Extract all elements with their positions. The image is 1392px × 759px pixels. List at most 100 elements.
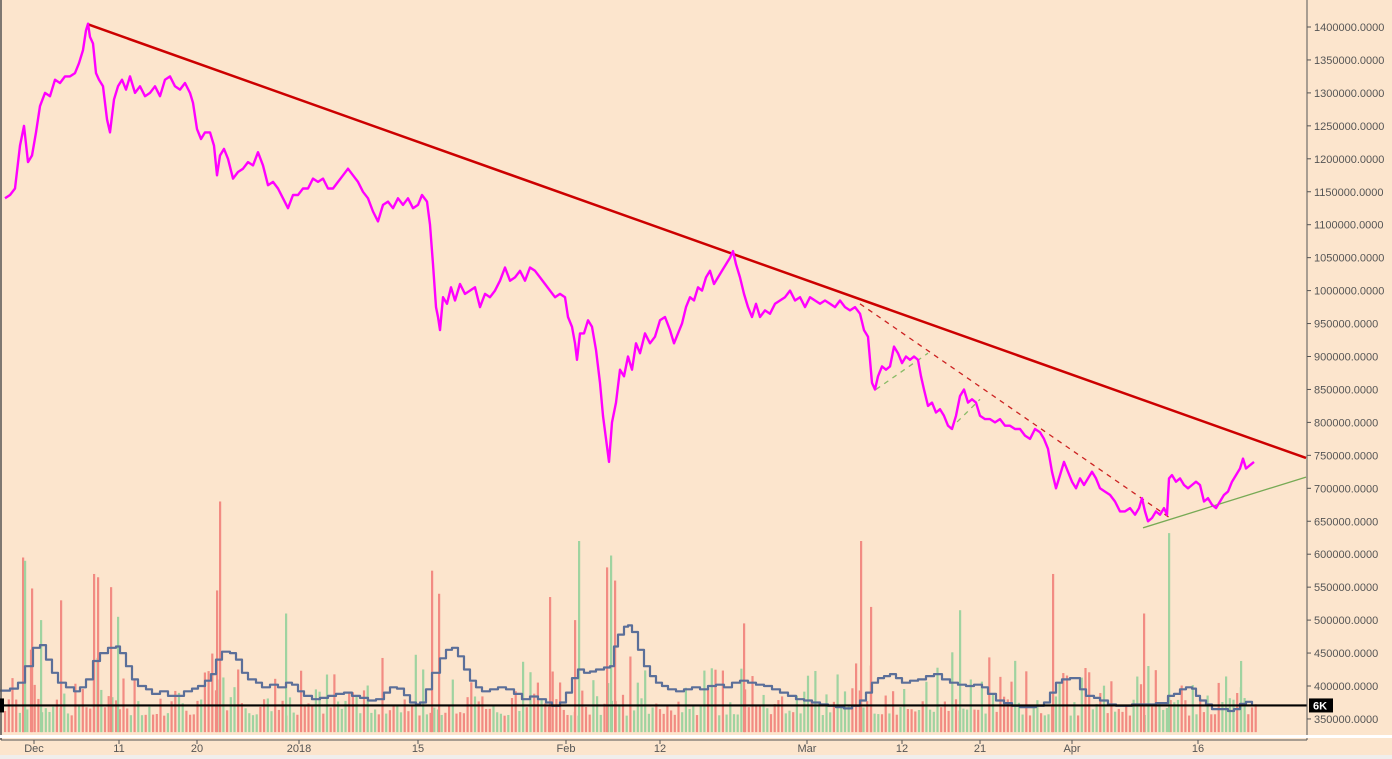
- volume-bar: [433, 707, 436, 733]
- trendline-support-2[interactable]: [949, 398, 981, 430]
- volume-bar: [832, 701, 835, 733]
- volume-bar: [1032, 706, 1035, 733]
- volume-bar: [1173, 702, 1176, 733]
- price-tick-label: 850000.0000: [1314, 384, 1378, 396]
- price-tick-label: 1250000.0000: [1314, 121, 1384, 133]
- volume-bar: [355, 695, 358, 733]
- volume-bar: [1184, 700, 1187, 733]
- volume-bar: [688, 708, 691, 733]
- volume-bar: [344, 700, 347, 733]
- price-tick-label: 1150000.0000: [1314, 187, 1384, 199]
- volume-bar: [662, 713, 665, 733]
- volume-bar: [1158, 702, 1161, 733]
- volume-bar: [248, 713, 251, 733]
- volume-bar: [921, 701, 924, 733]
- volume-bar: [44, 708, 47, 733]
- volume-bar: [1077, 715, 1080, 733]
- trendline-sub-downtrend[interactable]: [859, 303, 1171, 519]
- time-tick-label: 16: [1192, 743, 1204, 755]
- volume-bar: [1243, 698, 1246, 733]
- volume-bar: [740, 668, 743, 733]
- time-tick-label: Dec: [24, 743, 44, 755]
- volume-bar: [1217, 682, 1220, 733]
- volume-bar: [1132, 699, 1135, 733]
- time-tick-label: Mar: [798, 743, 817, 755]
- price-line: [4, 22, 1255, 523]
- volume-bar: [407, 711, 410, 733]
- volume-bar: [1240, 660, 1243, 733]
- volume-bar: [1028, 715, 1032, 733]
- volume-bar: [100, 689, 103, 733]
- volume-bar: [411, 706, 414, 733]
- volume-bar: [1165, 707, 1168, 733]
- volume-bar: [207, 671, 210, 733]
- volume-bar: [895, 714, 898, 733]
- volume-bar: [1210, 714, 1213, 733]
- volume-bar: [170, 701, 173, 733]
- volume-bar: [311, 705, 314, 733]
- trendlines[interactable]: [87, 23, 1307, 529]
- volume-bar: [1195, 714, 1198, 733]
- volume-bar: [240, 703, 243, 733]
- volume-bar: [144, 714, 147, 733]
- volume-bar: [1139, 684, 1143, 733]
- volume-bar: [281, 700, 284, 733]
- volume-bar: [1188, 715, 1191, 733]
- volume-bar: [277, 709, 280, 733]
- volume-bar: [22, 557, 25, 733]
- volume-bar: [714, 669, 717, 733]
- time-tick-label: 21: [974, 743, 986, 755]
- volume-bar: [1125, 705, 1128, 733]
- price-tick-label: 750000.0000: [1314, 450, 1378, 462]
- volume-bar: [1043, 715, 1046, 733]
- volume-bar: [174, 690, 177, 733]
- time-tick-label: Apr: [1063, 743, 1080, 755]
- volume-bar: [644, 670, 647, 733]
- volume-bar: [196, 700, 199, 733]
- volume-bar: [899, 707, 902, 733]
- volume-bar: [85, 707, 88, 733]
- volume-bar: [995, 711, 998, 733]
- volume-bar: [48, 711, 51, 733]
- volume-bar: [621, 694, 625, 733]
- time-tick-label: 12: [896, 743, 908, 755]
- price-axis-labels[interactable]: 1400000.0000 1350000.0000 1300000.0000 1250…: [1307, 22, 1384, 726]
- volume-bar: [1162, 709, 1165, 733]
- trendline-uptrend[interactable]: [1142, 476, 1307, 529]
- volume-bar: [707, 688, 710, 733]
- volume-bar: [237, 669, 240, 733]
- volume-bar: [1010, 681, 1013, 733]
- price-tick-label: 1000000.0000: [1314, 286, 1384, 298]
- volume-bar: [1221, 701, 1224, 733]
- volume-bar: [466, 697, 469, 733]
- volume-bar: [211, 653, 214, 733]
- volume-bar: [333, 674, 336, 733]
- volume-bar: [677, 701, 680, 733]
- time-axis-labels[interactable]: Dec 11 20 2018 15 Feb 12 Mar 12 21 Apr 16: [24, 740, 1204, 755]
- volume-bar: [374, 709, 377, 733]
- volume-bar: [52, 706, 55, 733]
- volume-bar: [303, 704, 306, 733]
- volume-bar: [858, 690, 861, 733]
- volume-bar: [991, 693, 995, 733]
- volume-bar: [1191, 685, 1194, 733]
- volume-bar: [348, 692, 351, 733]
- volume-bar: [925, 681, 928, 733]
- price-tick-label: 350000.0000: [1314, 714, 1378, 726]
- volume-bar: [292, 712, 295, 733]
- volume-bar: [329, 707, 332, 733]
- volume-bar: [1232, 699, 1235, 733]
- level-badge-label: 6K: [1313, 700, 1327, 712]
- volume-bar: [810, 701, 813, 733]
- volume-bar: [492, 705, 495, 733]
- time-tick-label: Feb: [557, 743, 576, 755]
- volume-bar: [932, 711, 935, 733]
- volume-bar: [566, 714, 569, 733]
- trendline-main-downtrend[interactable]: [87, 23, 1307, 460]
- trendline-support-1[interactable]: [875, 352, 929, 390]
- volume-bar: [860, 541, 863, 733]
- volume-bar: [24, 560, 27, 733]
- volume-bar: [596, 696, 599, 733]
- volume-bar: [880, 714, 884, 733]
